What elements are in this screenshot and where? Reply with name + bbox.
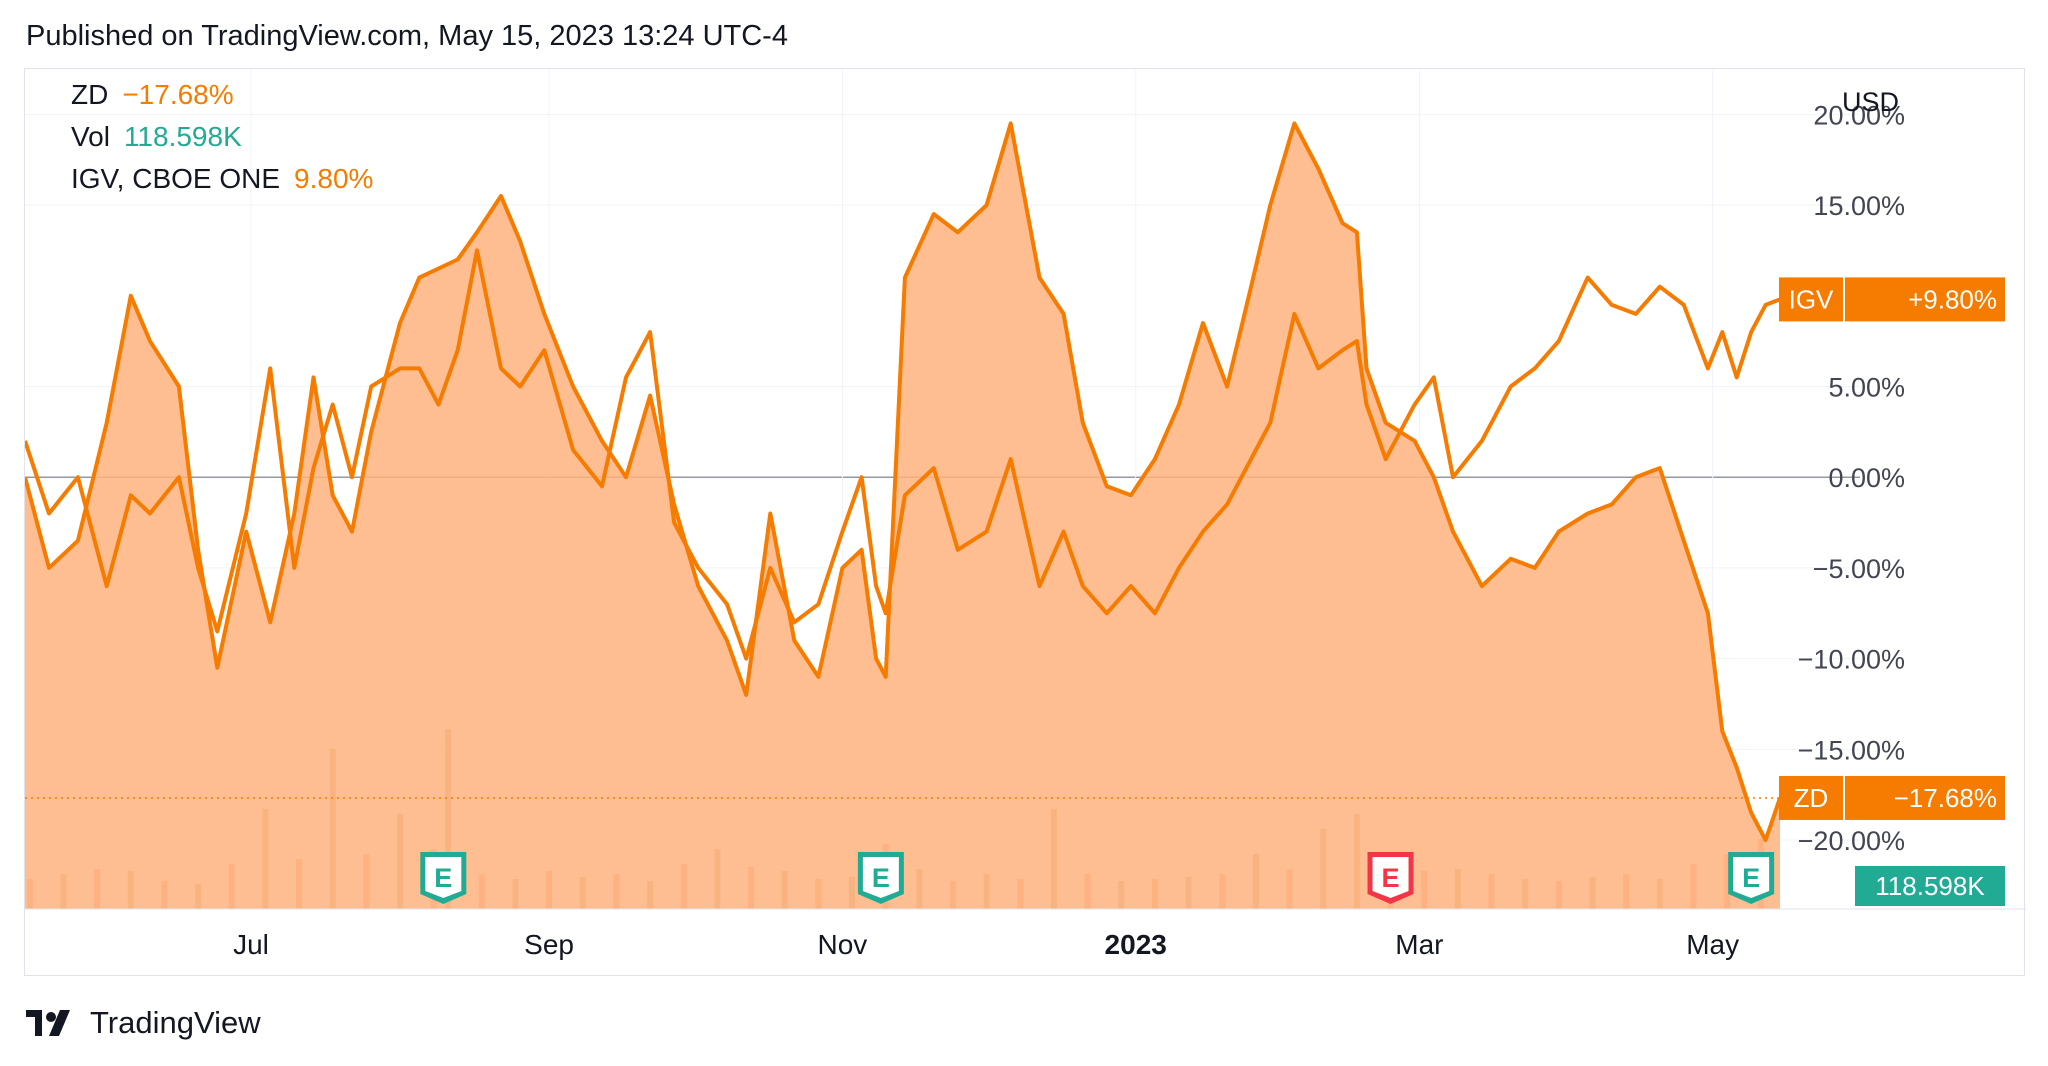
zd-price-label-value-box — [1845, 775, 2005, 820]
volume-label-value: 118.598K — [1875, 871, 1985, 901]
x-tick-label: May — [1686, 929, 1739, 960]
volume-price-label: 118.598K — [1855, 866, 2005, 906]
published-header: Published on TradingView.com, May 15, 20… — [26, 20, 788, 52]
zd-price-label: ZD −17.68% — [1779, 775, 2005, 820]
brand-name: TradingView — [90, 1005, 261, 1040]
legend-zd[interactable]: ZD −17.68% — [71, 79, 234, 111]
tradingview-brand[interactable]: TradingView — [26, 1005, 261, 1041]
igv-line-layer — [25, 248, 1781, 661]
y-tick-label: 15.00% — [1813, 191, 1905, 221]
igv-price-label-value-box — [1845, 277, 2005, 322]
x-tick-label: 2023 — [1105, 929, 1167, 960]
legend-zd-symbol: ZD — [71, 79, 109, 110]
legend-igv-symbol: IGV, CBOE ONE — [71, 163, 281, 194]
earnings-marker-label: E — [1382, 863, 1400, 893]
igv-price-label: IGV +9.80% — [1779, 277, 2005, 322]
legend-igv[interactable]: IGV, CBOE ONE 9.80% — [71, 163, 373, 195]
earnings-marker: E — [857, 852, 904, 904]
earnings-marker: E — [1367, 852, 1414, 904]
earnings-marker-inner — [862, 857, 899, 898]
price-chart[interactable]: 20.00% 15.00% 5.00% 0.00% −5.00% −10.00% −15.0… — [25, 69, 2026, 977]
x-tick-label: Jul — [233, 929, 269, 960]
y-tick-label: 20.00% — [1813, 100, 1905, 130]
volume-label-box — [1855, 866, 2005, 906]
currency-label: USD — [1842, 87, 1899, 117]
tradingview-logo-icon — [26, 1010, 70, 1036]
y-tick-label: −20.00% — [1798, 826, 1905, 856]
earnings-marker-inner — [1372, 857, 1409, 898]
earnings-marker-label: E — [872, 863, 890, 893]
zd-area-layer — [25, 121, 1817, 909]
legend-vol-symbol: Vol — [71, 121, 110, 152]
price-label-layer: IGV +9.80% ZD −17.68% 118.598K — [1779, 277, 2005, 906]
zd-price-label-tag-box — [1779, 775, 1843, 820]
igv-series-line — [25, 248, 1781, 661]
zd-price-label-tag: ZD — [1794, 783, 1829, 813]
y-tick-label: 5.00% — [1828, 372, 1905, 402]
y-tick-label: −10.00% — [1798, 645, 1905, 675]
earnings-marker: E — [420, 852, 467, 904]
y-tick-label: 0.00% — [1828, 463, 1905, 493]
legend-zd-value: −17.68% — [122, 79, 234, 110]
x-tick-label: Nov — [817, 929, 867, 960]
legend-vol-value: 118.598K — [123, 121, 242, 152]
legend-vol[interactable]: Vol 118.598K — [71, 121, 242, 153]
y-tick-label: −15.00% — [1798, 735, 1905, 765]
zd-price-label-value: −17.68% — [1894, 783, 1997, 813]
earnings-marker-label: E — [1742, 863, 1760, 893]
x-tick-label: Sep — [524, 929, 574, 960]
earnings-marker-inner — [1733, 857, 1770, 898]
igv-price-label-tag: IGV — [1789, 284, 1834, 314]
axis-layer: 20.00% 15.00% 5.00% 0.00% −5.00% −10.00% −15.0… — [25, 87, 2026, 960]
earnings-marker: E — [1728, 852, 1775, 904]
zd-series-line — [25, 121, 1782, 843]
x-tick-label: Mar — [1395, 929, 1443, 960]
earnings-marker-label: E — [434, 863, 452, 893]
igv-price-label-tag-box — [1779, 277, 1843, 322]
chart-frame: 20.00% 15.00% 5.00% 0.00% −5.00% −10.00% −15.0… — [24, 68, 2026, 977]
legend-igv-value: 9.80% — [294, 163, 374, 194]
earnings-marker-inner — [425, 857, 462, 898]
igv-price-label-value: +9.80% — [1908, 284, 1997, 314]
y-tick-label: −5.00% — [1813, 554, 1905, 584]
